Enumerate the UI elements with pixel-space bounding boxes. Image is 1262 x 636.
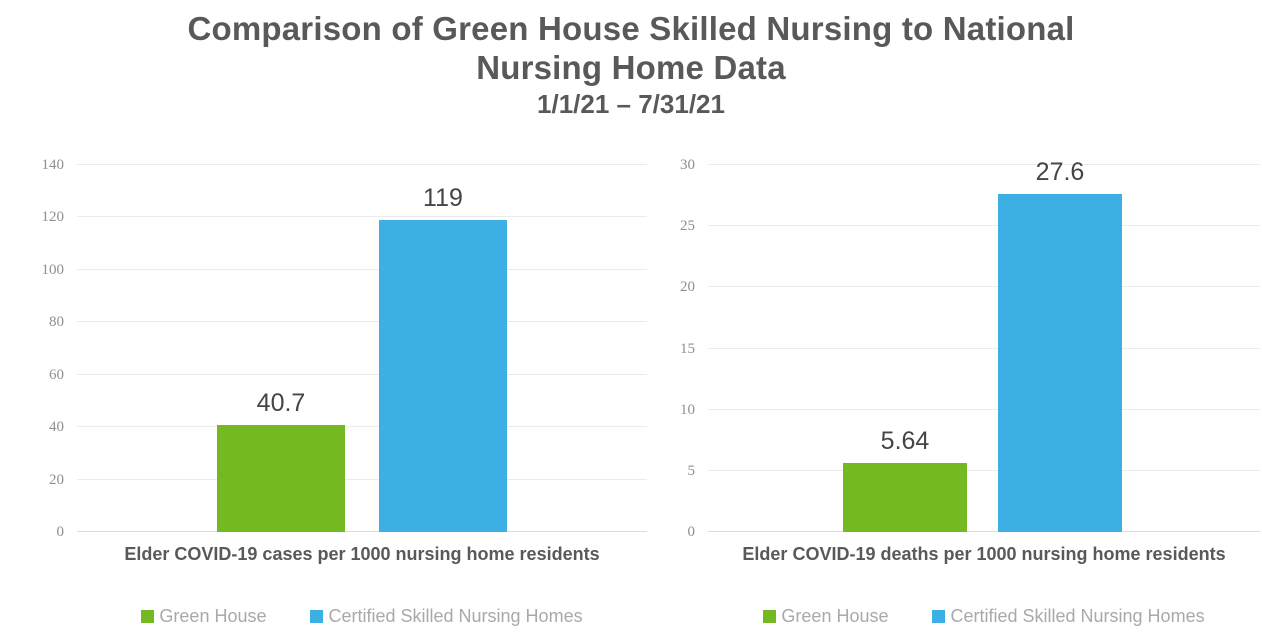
y-axis-tick-label: 100	[41, 261, 65, 278]
certified-skilled-nursing-homes-swatch-icon	[932, 610, 946, 623]
bar-green-house	[216, 425, 345, 532]
y-axis-tick-label: 140	[41, 157, 65, 173]
gridline	[77, 531, 647, 532]
bar-value-label: 119	[423, 184, 463, 213]
legend-label-green-house: Green House	[781, 606, 889, 626]
y-axis-tick-label: 25	[680, 218, 695, 235]
gridline	[77, 268, 647, 270]
legend-cases: Green House Certified Skilled Nursing Ho…	[77, 606, 647, 627]
green-house-swatch-icon	[141, 610, 155, 623]
y-axis-tick-label: 20	[680, 279, 695, 296]
gridline	[77, 373, 647, 375]
gridline	[77, 164, 647, 165]
y-axis-tick-label: 0	[56, 524, 65, 540]
header: Comparison of Green House Skilled Nursin…	[0, 10, 1262, 120]
y-axis-tick-label: 120	[41, 209, 65, 226]
bar-certified-skilled-nursing-homes	[378, 220, 507, 532]
y-axis-tick-label: 10	[680, 401, 695, 418]
y-axis-tick-label: 30	[680, 157, 695, 173]
legend-item-green-house: Green House	[141, 606, 266, 627]
green-house-swatch-icon	[763, 610, 777, 623]
legend-item-certified-skilled-nursing-homes: Certified Skilled Nursing Homes	[932, 606, 1205, 627]
legend-label-certified-skilled-nursing-homes: Certified Skilled Nursing Homes	[950, 606, 1205, 626]
title-line-1: Comparison of Green House Skilled Nursin…	[187, 10, 1075, 47]
gridline	[708, 164, 1260, 165]
gridline	[708, 286, 1260, 288]
bar-value-label: 5.64	[880, 427, 930, 456]
plot-area-cases: 0 20 40 60 80 100 120 140 40.7 119	[42, 157, 647, 540]
y-axis-tick-label: 80	[49, 314, 64, 331]
y-axis-tick-label: 15	[680, 340, 695, 357]
page-title: Comparison of Green House Skilled Nursin…	[0, 10, 1262, 87]
gridline	[708, 408, 1260, 410]
gridline	[77, 321, 647, 323]
legend-item-green-house: Green House	[763, 606, 888, 627]
certified-skilled-nursing-homes-swatch-icon	[310, 610, 324, 623]
y-axis-tick-label: 40	[49, 419, 64, 436]
gridline	[77, 426, 647, 428]
gridline	[708, 347, 1260, 349]
gridline	[708, 225, 1260, 227]
legend-deaths: Green House Certified Skilled Nursing Ho…	[708, 606, 1260, 627]
page-subtitle: 1/1/21 – 7/31/21	[537, 89, 725, 120]
legend-label-certified-skilled-nursing-homes: Certified Skilled Nursing Homes	[328, 606, 583, 626]
bar-certified-skilled-nursing-homes	[998, 194, 1122, 532]
y-axis-tick-label: 0	[687, 524, 696, 540]
legend-label-green-house: Green House	[159, 606, 267, 626]
gridline	[77, 478, 647, 480]
y-axis-tick-label: 5	[687, 462, 696, 479]
x-axis-title-deaths: Elder COVID-19 deaths per 1000 nursing h…	[742, 544, 1226, 564]
plot-area-deaths: 0 5 10 15 20 25 30 5.64 27.6	[680, 157, 1260, 540]
y-axis-tick-label: 60	[49, 366, 64, 383]
gridline	[77, 216, 647, 218]
gridline	[708, 469, 1260, 471]
y-axis-tick-label: 20	[49, 471, 64, 488]
x-axis-title-cases: Elder COVID-19 cases per 1000 nursing ho…	[124, 544, 600, 564]
title-line-2: Nursing Home Data	[476, 48, 786, 86]
bar-value-label: 40.7	[256, 389, 306, 418]
bar-value-label: 27.6	[1035, 158, 1085, 187]
gridline	[708, 531, 1260, 532]
bar-green-house	[843, 463, 967, 532]
legend-item-certified-skilled-nursing-homes: Certified Skilled Nursing Homes	[310, 606, 583, 627]
